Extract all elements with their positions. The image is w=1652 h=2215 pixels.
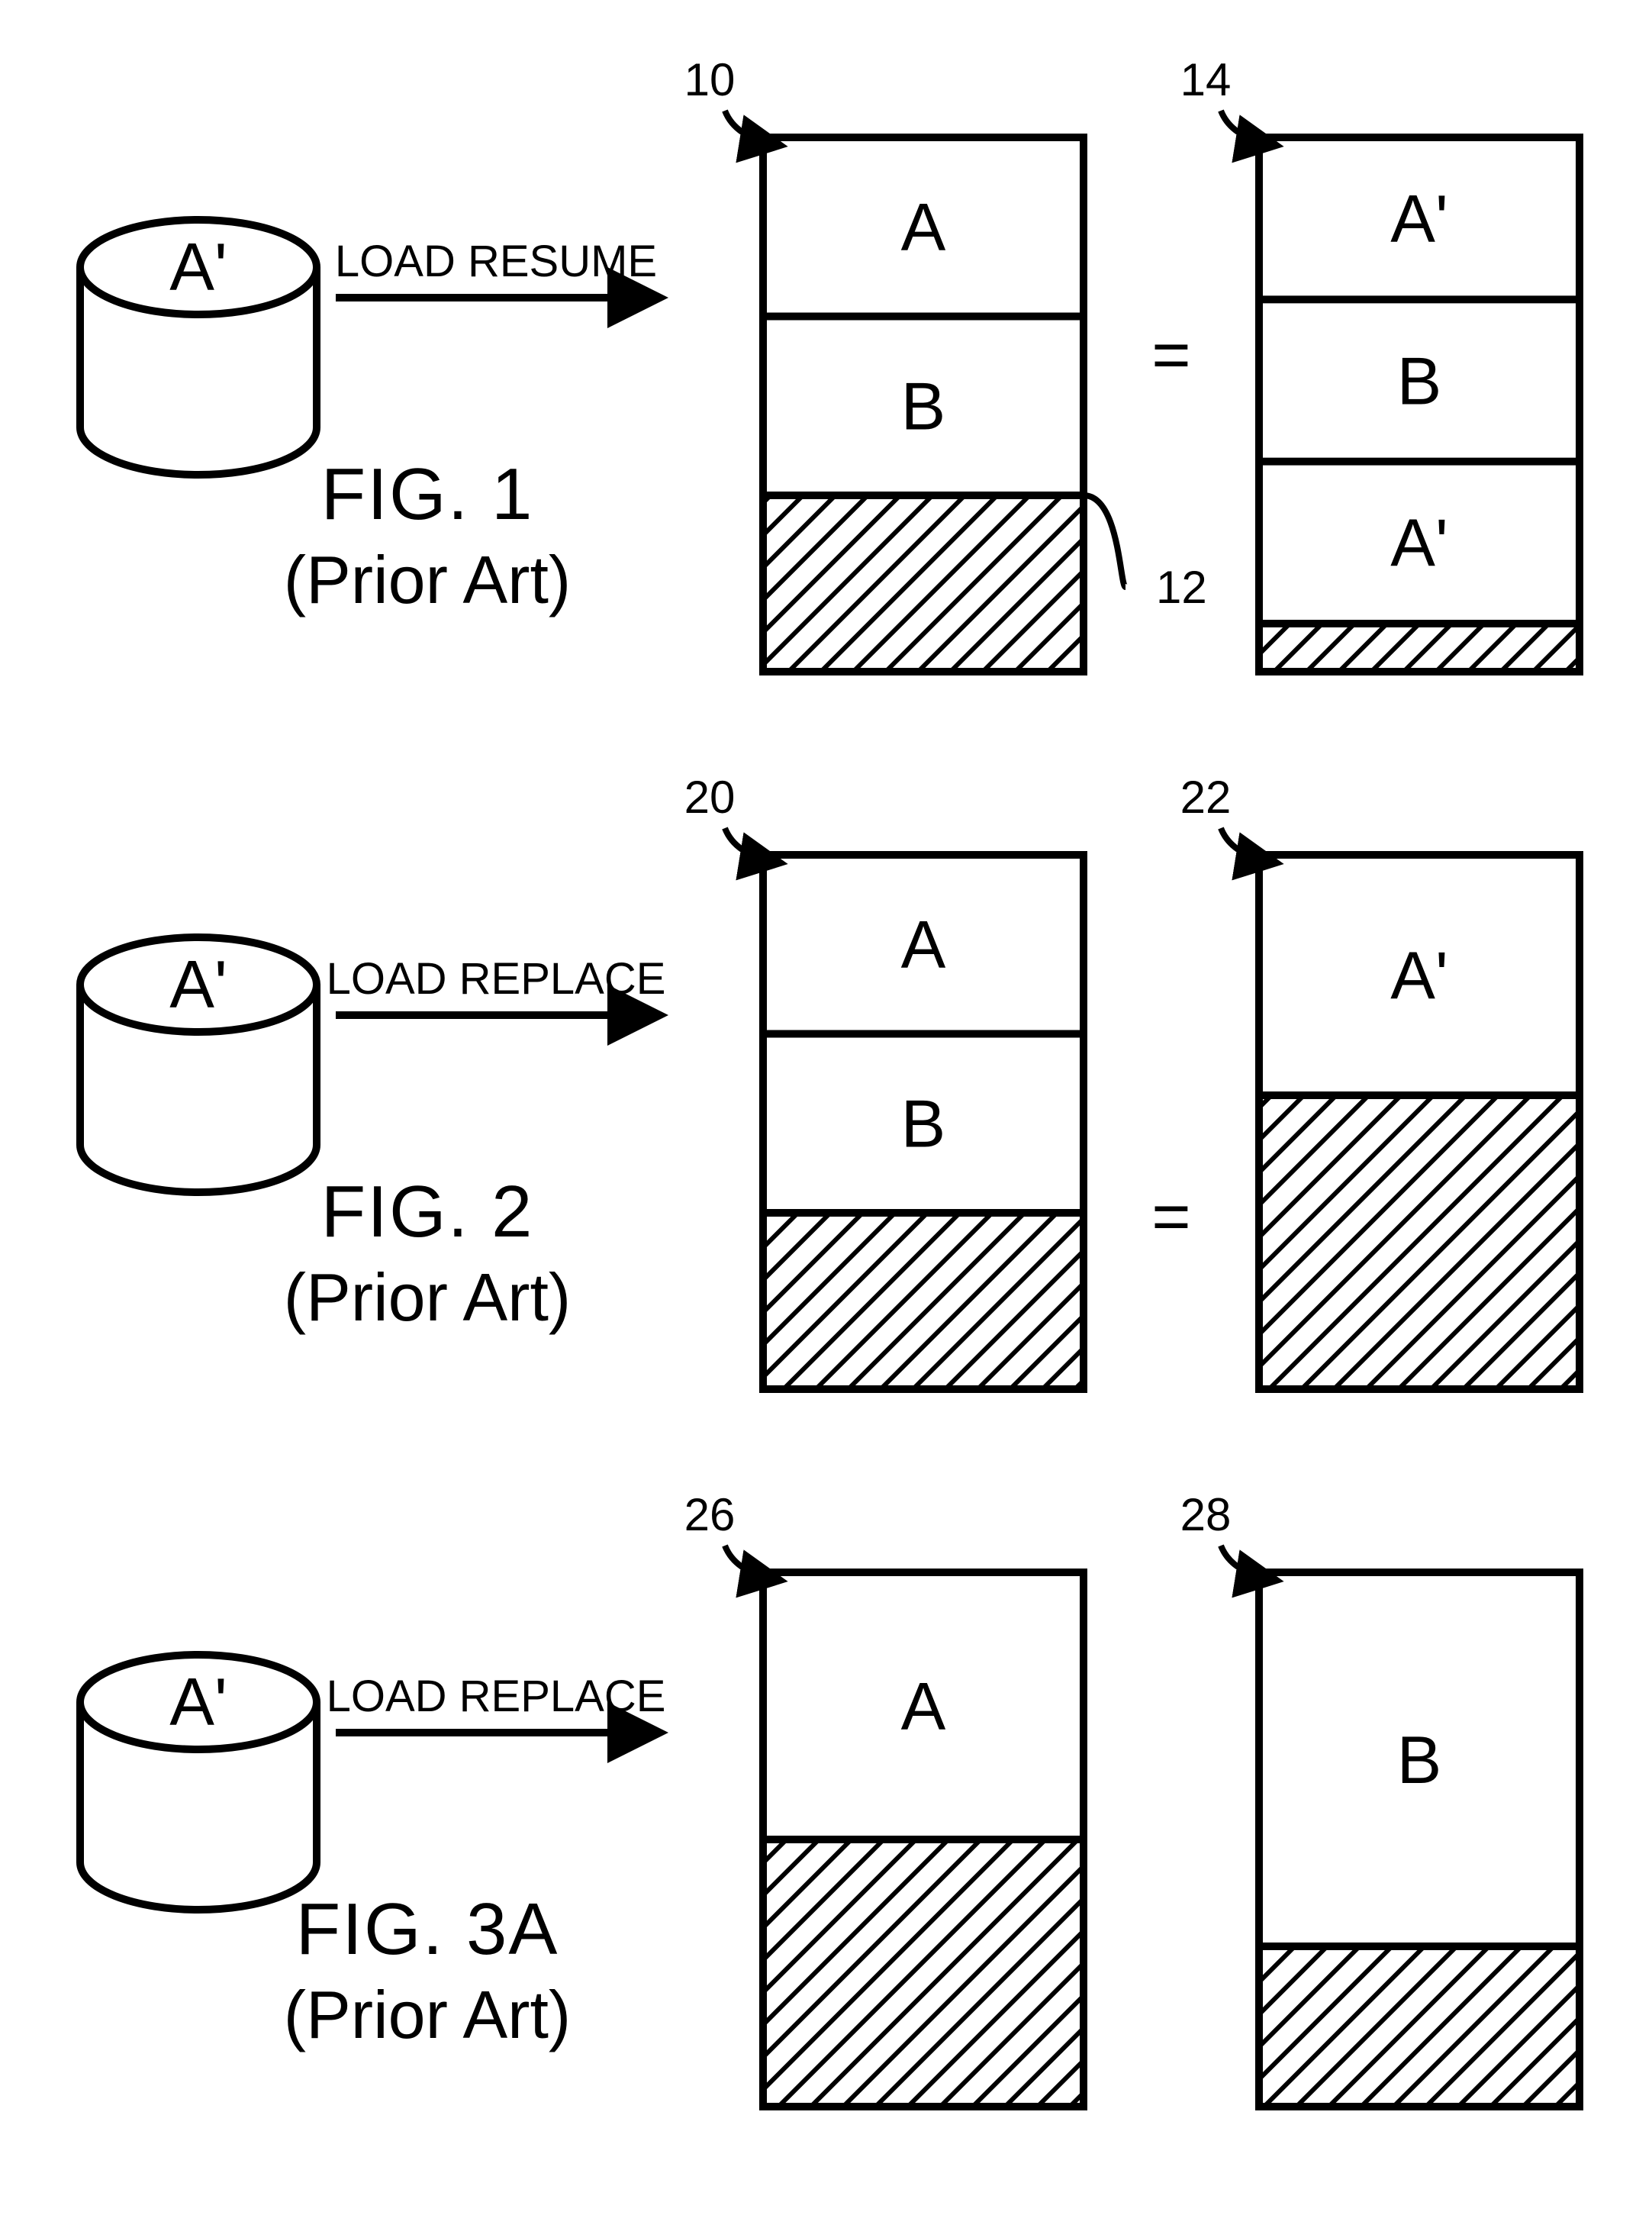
ref-number: 10 (684, 54, 736, 105)
disk-label: A' (169, 1664, 227, 1739)
figure-subtitle: (Prior Art) (284, 542, 571, 617)
figure-title: FIG. 2 (321, 1171, 534, 1253)
cell-label: B (1397, 1722, 1442, 1797)
diagram-svg: A'LOAD RESUMEABA'BA'1014=12FIG. 1(Prior … (0, 0, 1652, 2215)
cell-label: A (901, 907, 946, 982)
figure-subtitle: (Prior Art) (284, 1977, 571, 2052)
cell-label: A' (1390, 505, 1448, 581)
cell-label: A' (1390, 937, 1448, 1013)
arrow-label: LOAD REPLACE (327, 954, 666, 1004)
ref-number: 14 (1180, 54, 1232, 105)
fig1: A' LOAD RESUME A B A' B A' 10 14 = 12 FIG. 1(Prior … (80, 54, 1580, 672)
hatched-region (767, 1843, 1080, 2103)
cell-label: B (1397, 343, 1442, 418)
figure-subtitle: (Prior Art) (284, 1259, 571, 1335)
fig3a: A' LOAD REPLACE A B 26 28 FIG. 3A(Prior Art) (80, 1489, 1580, 2107)
hatched-region (1263, 627, 1576, 668)
figure-title: FIG. 3A (296, 1888, 559, 1970)
ref-number: 12 (1156, 562, 1207, 613)
arrow-label: LOAD REPLACE (327, 1672, 666, 1721)
diagram-page: A'LOAD RESUMEABA'BA'1014=12FIG. 1(Prior … (0, 0, 1652, 2215)
hatched-region (767, 1217, 1080, 1385)
cell-label: A (901, 189, 946, 265)
hatched-region (1263, 1950, 1576, 2103)
hatched-region (1263, 1099, 1576, 1385)
ref-number: 26 (684, 1489, 736, 1540)
cell-label: A' (1390, 181, 1448, 256)
hatched-region (767, 499, 1080, 668)
ref-number: 22 (1180, 772, 1232, 823)
figure-title: FIG. 1 (321, 453, 534, 535)
ref-number: 20 (684, 772, 736, 823)
equals-sign: = (1151, 317, 1190, 392)
ref-number: 28 (1180, 1489, 1232, 1540)
cell-label: A (901, 1669, 946, 1744)
cell-label: B (901, 369, 946, 444)
disk-label: A' (169, 946, 227, 1022)
cell-label: B (901, 1086, 946, 1162)
equals-sign: = (1151, 1178, 1190, 1254)
leader-line (1084, 495, 1125, 587)
fig2: A' LOAD REPLACE A B A' 20 22 = FIG. 2(Prior Art) (80, 772, 1580, 1389)
arrow-label: LOAD RESUME (335, 237, 657, 286)
disk-label: A' (169, 229, 227, 305)
